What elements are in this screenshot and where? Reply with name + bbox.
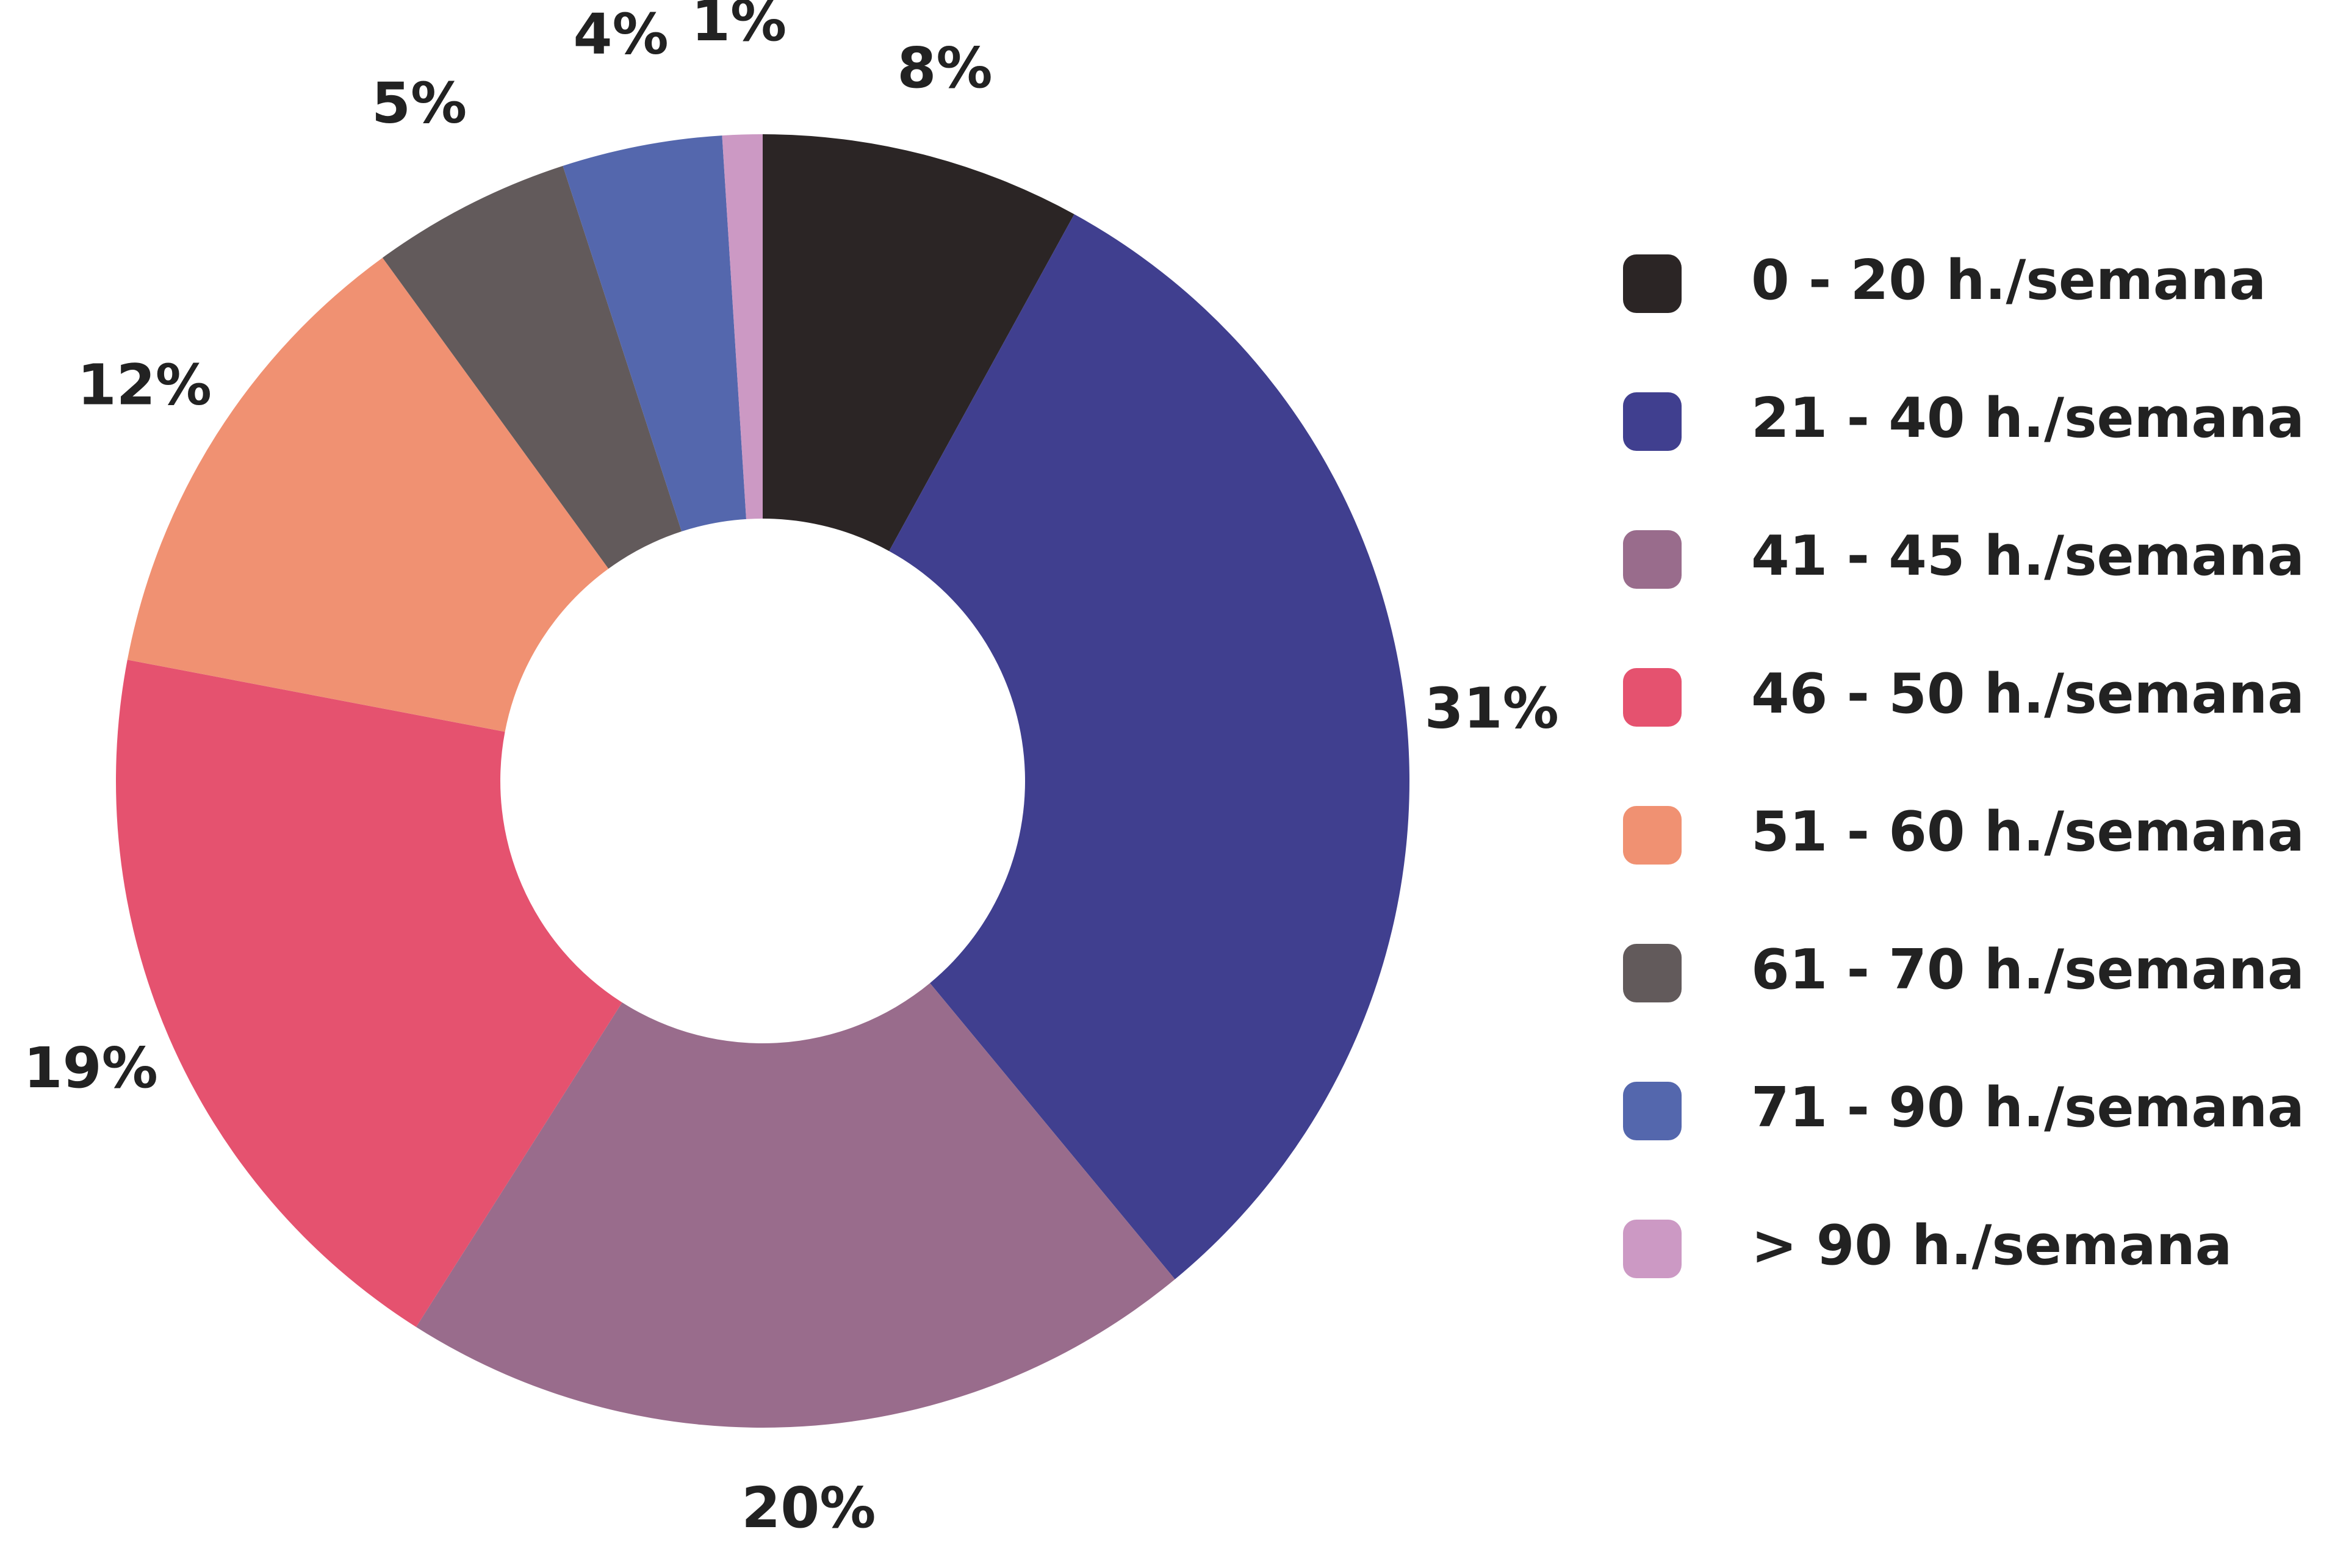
legend-label-6: 61 - 70 h./semana <box>1751 938 2305 1002</box>
slice-5 <box>127 257 609 732</box>
legend: 0 - 20 h./semana 21 - 40 h./semana 41 - 45… <box>1623 248 2305 1278</box>
slice-4 <box>115 660 622 1327</box>
slice-6 <box>382 165 682 569</box>
slice-label-5: 12% <box>77 352 212 417</box>
slice-label-4: 19% <box>24 1035 158 1101</box>
slice-label-2: 31% <box>1425 675 1559 741</box>
slice-label-7: 4% <box>574 1 669 67</box>
slice-1 <box>763 134 1074 552</box>
legend-label-3: 41 - 45 h./semana <box>1751 524 2305 588</box>
legend-label-8: > 90 h./semana <box>1751 1214 2232 1278</box>
legend-swatch-5 <box>1623 806 1682 865</box>
slice-label-3: 20% <box>741 1475 876 1541</box>
slice-label-1: 8% <box>897 35 992 101</box>
legend-label-5: 51 - 60 h./semana <box>1751 800 2305 864</box>
donut-slices <box>115 134 1409 1428</box>
legend-swatch-8 <box>1623 1220 1682 1278</box>
legend-swatch-3 <box>1623 530 1682 589</box>
legend-swatch-1 <box>1623 254 1682 313</box>
legend-swatch-2 <box>1623 392 1682 451</box>
slice-label-8: 1% <box>691 0 786 54</box>
slice-8 <box>722 134 763 519</box>
slice-2 <box>889 214 1409 1279</box>
slice-labels: 8% 31% 20% 19% 12% 5% 4% 1% <box>24 0 1559 1541</box>
legend-label-1: 0 - 20 h./semana <box>1751 248 2266 312</box>
legend-swatch-6 <box>1623 944 1682 1002</box>
slice-3 <box>416 983 1175 1428</box>
slice-label-6: 5% <box>372 71 467 136</box>
legend-label-2: 21 - 40 h./semana <box>1751 386 2305 450</box>
legend-swatch-7 <box>1623 1082 1682 1140</box>
slice-7 <box>563 135 747 532</box>
legend-label-7: 71 - 90 h./semana <box>1751 1076 2305 1140</box>
legend-swatch-4 <box>1623 668 1682 727</box>
legend-label-4: 46 - 50 h./semana <box>1751 662 2305 726</box>
